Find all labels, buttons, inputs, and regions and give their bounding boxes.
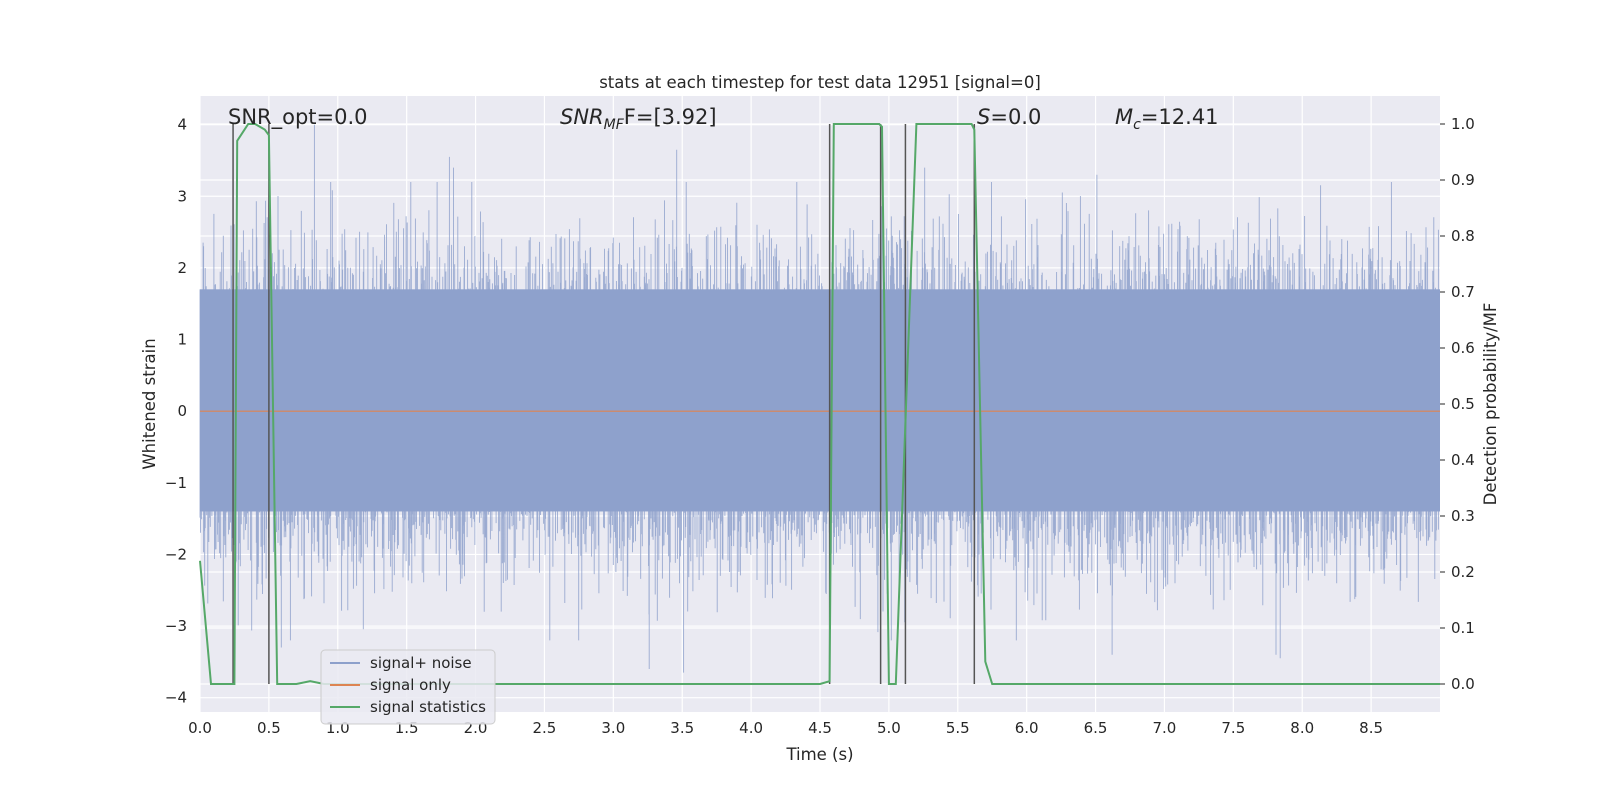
annotation-s-symbol: S [977, 105, 990, 129]
right-y-tick-label: 0.3 [1451, 507, 1475, 525]
y-tick-label: −1 [165, 474, 187, 492]
annotation-s-value: =0.0 [990, 105, 1041, 129]
y-tick-label: 3 [177, 187, 187, 205]
series-signal-statistics [199, 123, 1440, 685]
signal-statistics-line [199, 123, 1440, 685]
annotation-snr-mf-value: F=[3.92] [624, 105, 717, 129]
legend-label-noise: signal+ noise [370, 654, 472, 672]
y-tick-label: −3 [165, 617, 187, 635]
x-tick-label: 6.5 [1084, 719, 1108, 737]
y-axis-label: Whitened strain [140, 338, 159, 469]
right-y-tick-label: 0.9 [1451, 171, 1475, 189]
right-y-tick-label: 0.5 [1451, 395, 1475, 413]
annotation-mc-subscript: c [1133, 117, 1141, 133]
right-y-tick-label: 0.6 [1451, 339, 1475, 357]
x-tick-label: 5.0 [877, 719, 901, 737]
y-tick-label: 1 [177, 331, 187, 349]
right-y-tick-label: 0.4 [1451, 451, 1475, 469]
right-y-tick-label: 0.7 [1451, 283, 1475, 301]
annotation-snr-mf-symbol: SNR [560, 105, 604, 129]
right-y-tick-label: 0.8 [1451, 227, 1475, 245]
x-tick-label: 7.0 [1153, 719, 1177, 737]
x-tick-label: 4.0 [739, 719, 763, 737]
right-y-tick-label: 0.2 [1451, 563, 1475, 581]
x-tick-label: 4.5 [808, 719, 832, 737]
x-tick-label: 6.0 [1015, 719, 1039, 737]
legend: signal+ noise signal only signal statist… [320, 649, 496, 725]
x-tick-label: 0.5 [257, 719, 281, 737]
legend-label-signal: signal only [370, 676, 451, 694]
y-tick-label: −2 [165, 545, 187, 563]
chart-title: stats at each timestep for test data 129… [599, 73, 1041, 92]
x-tick-label: 8.5 [1359, 719, 1383, 737]
x-axis-label: Time (s) [785, 745, 853, 764]
x-tick-label: 5.5 [946, 719, 970, 737]
y-tick-label: 4 [177, 116, 187, 134]
x-tick-label: 0.0 [188, 719, 212, 737]
annotation-mc-symbol: M [1115, 105, 1133, 129]
x-tick-label: 8.0 [1290, 719, 1314, 737]
annotation-mc: Mc=12.41 [1115, 105, 1219, 133]
y-tick-label: 2 [177, 259, 187, 277]
y-axis-ticks: −4 −3 −2 −1 0 1 2 3 4 [165, 116, 187, 707]
x-tick-label: 3.5 [670, 719, 694, 737]
annotation-s: S=0.0 [977, 105, 1041, 129]
x-tick-label: 3.0 [601, 719, 625, 737]
right-y-tick-label: 1.0 [1451, 115, 1475, 133]
y-tick-label: 0 [177, 402, 187, 420]
x-axis-ticks: 0.0 0.5 1.0 1.5 2.0 2.5 3.0 3.5 4.0 4.5 5.0 5.5 6.0 6… [188, 719, 1383, 737]
right-y-tick-label: 0.0 [1451, 675, 1475, 693]
x-tick-label: 2.5 [533, 719, 557, 737]
annotation-mc-value: =12.41 [1141, 105, 1219, 129]
series-signal-plus-noise [199, 124, 1440, 673]
right-y-tick-label: 0.1 [1451, 619, 1475, 637]
annotation-snr-opt: SNR_opt=0.0 [228, 105, 368, 130]
x-tick-label: 7.5 [1221, 719, 1245, 737]
annotation-snr-mf-subscript: MF [604, 117, 625, 133]
right-y-axis-label: Detection probability/MF [1481, 303, 1500, 506]
annotation-snr-mf: SNRMFF=[3.92] [560, 105, 717, 133]
noise-core-band [200, 289, 1440, 512]
y-tick-label: −4 [165, 689, 187, 707]
right-y-axis-ticks: 0.0 0.1 0.2 0.3 0.4 0.5 0.6 0.7 0.8 0.9 1.0 [1440, 115, 1475, 693]
legend-box [320, 649, 496, 725]
legend-label-stats: signal statistics [370, 698, 486, 716]
